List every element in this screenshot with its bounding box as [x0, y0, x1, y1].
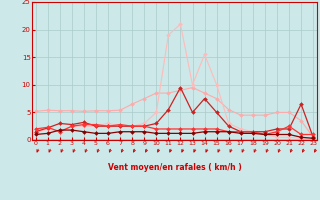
X-axis label: Vent moyen/en rafales ( km/h ): Vent moyen/en rafales ( km/h ): [108, 163, 241, 172]
